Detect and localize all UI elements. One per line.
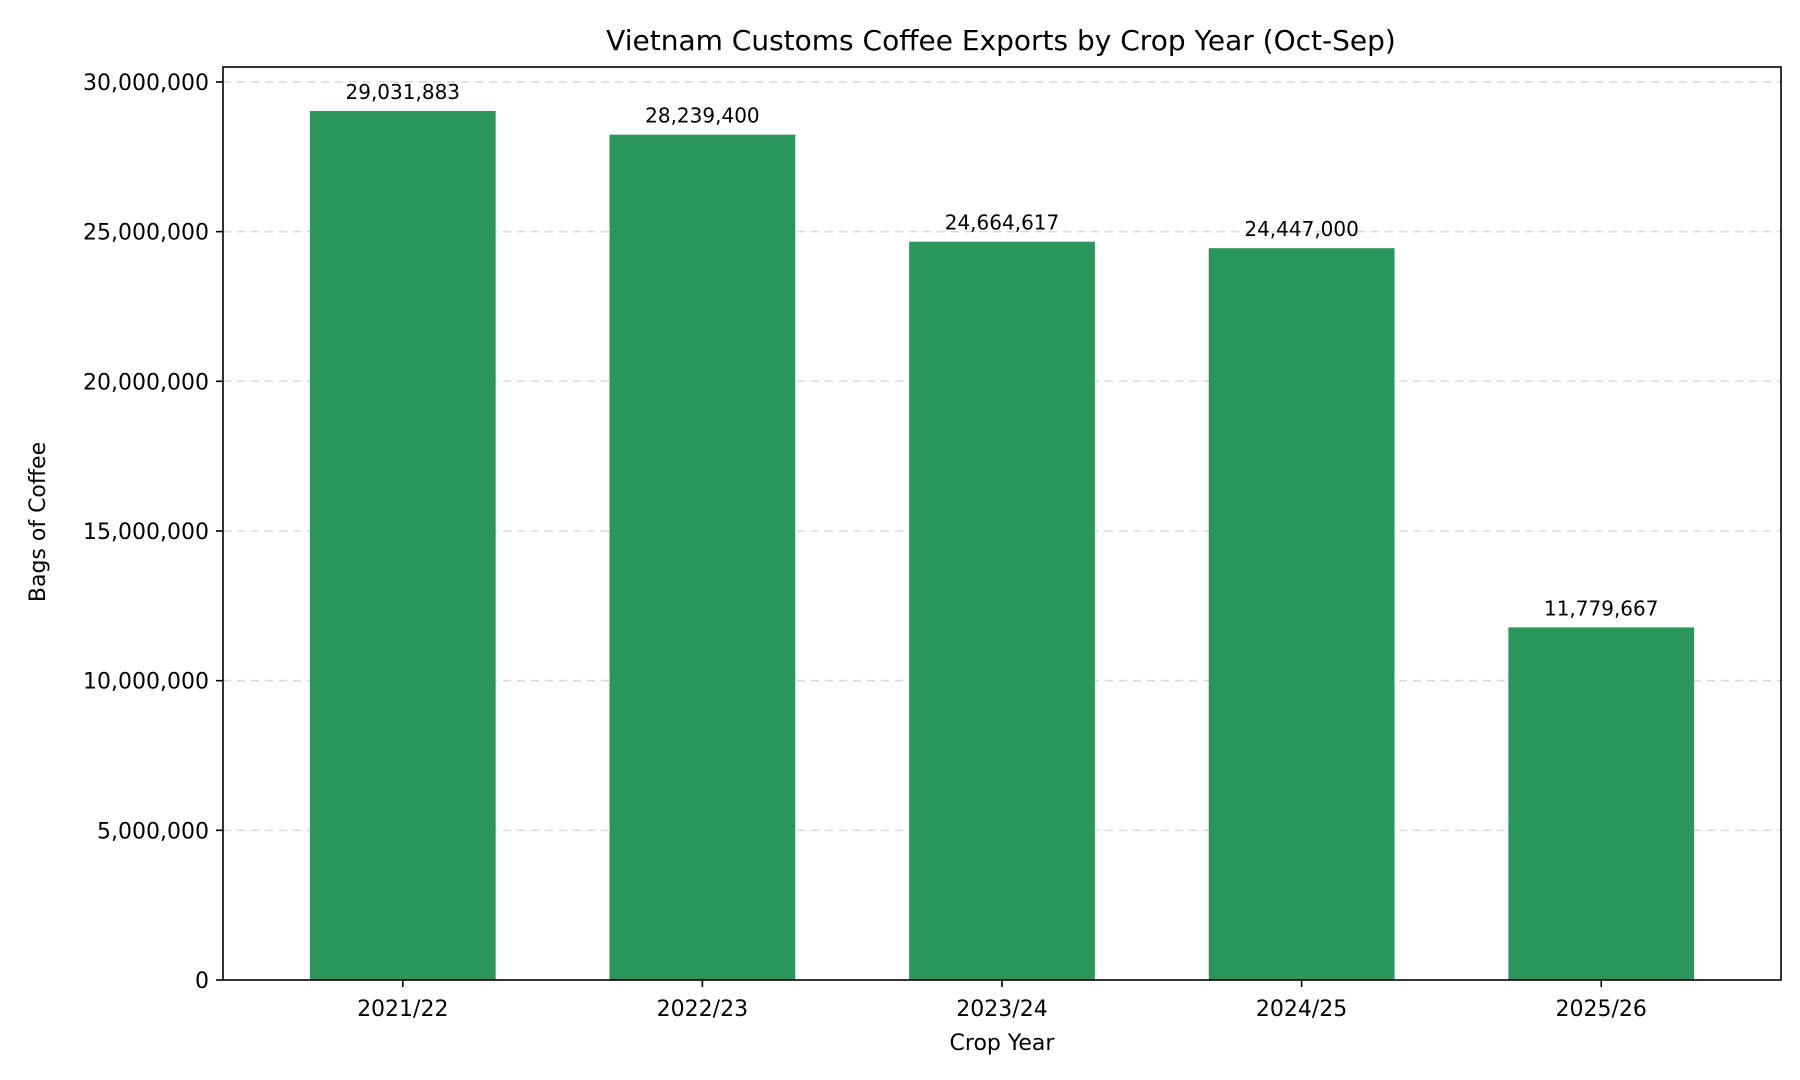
y-axis-label: Bags of Coffee — [26, 442, 51, 602]
bar — [1508, 627, 1695, 980]
bars — [309, 110, 1695, 981]
y-tick-label: 5,000,000 — [97, 819, 209, 844]
bar — [309, 110, 496, 980]
chart-title: Vietnam Customs Coffee Exports by Crop Y… — [606, 24, 1396, 57]
y-axis-ticks: 0 5,000,000 10,000,000 15,000,000 20,000,000… — [83, 71, 223, 994]
data-labels: 29,031,883 28,239,400 24,664,617 24,447,000… — [346, 80, 1659, 620]
data-label: 11,779,667 — [1544, 596, 1659, 620]
x-tick-label: 2021/22 — [357, 997, 448, 1022]
y-tick-label: 10,000,000 — [83, 670, 209, 695]
y-tick-label: 20,000,000 — [83, 370, 209, 395]
x-tick-label: 2022/23 — [657, 997, 748, 1022]
bar — [1208, 248, 1395, 980]
data-label: 24,664,617 — [945, 211, 1060, 235]
y-tick-label: 15,000,000 — [83, 520, 209, 545]
y-tick-label: 30,000,000 — [83, 71, 209, 96]
data-label: 28,239,400 — [645, 104, 760, 128]
data-label: 24,447,000 — [1244, 217, 1359, 241]
x-axis-ticks: 2021/22 2022/23 2023/24 2024/25 2025/26 — [357, 980, 1647, 1022]
x-tick-label: 2024/25 — [1256, 997, 1347, 1022]
y-tick-label: 0 — [195, 969, 209, 994]
y-tick-label: 25,000,000 — [83, 221, 209, 246]
x-axis-label: Crop Year — [950, 1031, 1056, 1056]
bar — [909, 241, 1095, 981]
bar — [609, 134, 796, 980]
data-label: 29,031,883 — [346, 80, 461, 104]
x-tick-label: 2025/26 — [1556, 997, 1647, 1022]
x-tick-label: 2023/24 — [956, 997, 1047, 1022]
